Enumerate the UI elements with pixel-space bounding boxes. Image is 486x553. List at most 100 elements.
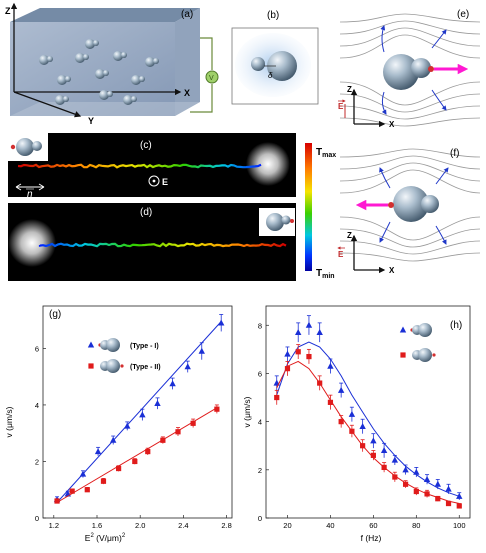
- x-axis-title: f (Hz): [361, 533, 382, 543]
- heatmap-d-background: [8, 203, 296, 281]
- data-point: [316, 329, 323, 335]
- streamline: [339, 155, 481, 170]
- legend-label: (Type - II): [130, 364, 161, 371]
- marker-dot: [388, 202, 394, 208]
- streamline: [339, 240, 481, 255]
- large-sphere-icon: [99, 90, 109, 100]
- chart-g: 1.2 1.6 2.0 2.4 2.8 0 2 4 6 (g) (Type - I) (Type…: [4, 305, 233, 543]
- cell-top-face: [10, 8, 200, 22]
- large-sphere-icon: [113, 51, 123, 61]
- data-point: [132, 458, 138, 465]
- data-point: [327, 362, 334, 369]
- data-point: [306, 353, 312, 360]
- data-point: [190, 420, 196, 426]
- panel-label-f: (f): [450, 148, 459, 159]
- flow-arrow: [380, 25, 386, 53]
- small-sphere-icon: [121, 52, 127, 58]
- cell-bottom-face: [10, 102, 200, 116]
- small-sphere-icon: [63, 96, 69, 102]
- flow-arrow: [381, 91, 387, 115]
- data-point: [317, 380, 323, 386]
- data-point: [218, 319, 225, 326]
- small-sphere-icon: [47, 56, 53, 62]
- panel-b: δ (b): [231, 10, 319, 105]
- panel-label-g: (g): [49, 309, 61, 320]
- streamline: [339, 148, 481, 158]
- director-arrowheads: [15, 183, 45, 191]
- director-n-label: n: [27, 189, 33, 200]
- large-sphere-icon: [75, 53, 85, 63]
- panel-label-c: (c): [140, 140, 152, 151]
- x-tick-label: 100: [453, 521, 466, 530]
- data-point: [445, 500, 452, 507]
- large-sphere-icon: [418, 323, 432, 337]
- large-sphere-icon: [131, 75, 141, 85]
- axis-y-label: Y: [88, 116, 94, 126]
- streamline: [339, 34, 481, 59]
- hot-spot: [8, 219, 56, 267]
- axis-x-label: X: [389, 120, 395, 129]
- data-point: [184, 363, 191, 370]
- x-tick-label: 1.2: [49, 521, 59, 530]
- streamline: [339, 252, 481, 262]
- small-sphere-icon: [107, 91, 113, 97]
- data-point: [338, 419, 344, 425]
- chart-g-marks: 1.2 1.6 2.0 2.4 2.8 0 2 4 6: [35, 305, 233, 530]
- data-point: [456, 503, 462, 509]
- colorbar-gradient: [305, 143, 312, 271]
- data-point: [295, 329, 302, 335]
- plot-frame: [265, 305, 471, 519]
- y-tick-label: 4: [258, 418, 262, 427]
- streamline: [339, 216, 481, 241]
- small-sphere-icon: [32, 141, 42, 151]
- data-point: [139, 411, 146, 418]
- x-tick-label: 1.6: [92, 521, 102, 530]
- data-point: [305, 321, 313, 328]
- data-point: [423, 475, 431, 482]
- data-point: [434, 480, 441, 487]
- trajectory-track: [38, 242, 287, 248]
- streamline: [339, 169, 481, 194]
- data-point: [435, 496, 441, 502]
- large-sphere-icon: [145, 57, 155, 67]
- streamline: [339, 228, 481, 248]
- y-tick-label: 2: [258, 466, 262, 475]
- streamline: [339, 162, 481, 182]
- data-point: [284, 350, 291, 357]
- field-out-of-plane-icon: [148, 175, 160, 187]
- streamline: [339, 105, 481, 120]
- x-tick-label: 2.8: [221, 521, 231, 530]
- data-point: [110, 436, 117, 443]
- y-tick-label: 0: [35, 514, 39, 523]
- x-tick-label: 2.0: [135, 521, 145, 530]
- data-point: [100, 478, 107, 484]
- trajectory-track: [17, 163, 262, 169]
- data-point: [337, 386, 345, 393]
- voltage-source-label: V: [209, 75, 214, 82]
- delta-label: δ: [268, 71, 273, 80]
- large-sphere-icon: [85, 39, 95, 49]
- large-sphere-icon: [266, 213, 284, 231]
- legend-label: (Type - I): [130, 343, 159, 350]
- axis-z-label: Z: [5, 6, 11, 16]
- chart-h: 20 40 60 80 100 0 2 4 6 8 (h) f (Hz) v (μm/s): [242, 305, 471, 543]
- data-point: [54, 498, 60, 504]
- small-sphere-icon: [103, 70, 109, 76]
- hot-spot: [246, 142, 290, 186]
- large-sphere-icon: [39, 55, 49, 65]
- data-point: [69, 488, 75, 494]
- streamline: [339, 93, 481, 113]
- panel-label-b: (b): [267, 10, 279, 21]
- small-sphere-icon: [153, 58, 159, 64]
- marker-dot: [290, 219, 294, 223]
- legend-marker: [88, 363, 94, 369]
- panel-label-e: (e): [457, 9, 469, 20]
- data-point: [413, 468, 420, 475]
- panel-label-h: (h): [450, 320, 462, 331]
- data-point: [360, 443, 366, 449]
- data-point: [370, 437, 377, 444]
- marker-dot: [120, 364, 124, 368]
- data-point: [160, 437, 166, 443]
- flow-arrow: [431, 89, 447, 111]
- field-label: E: [338, 250, 344, 259]
